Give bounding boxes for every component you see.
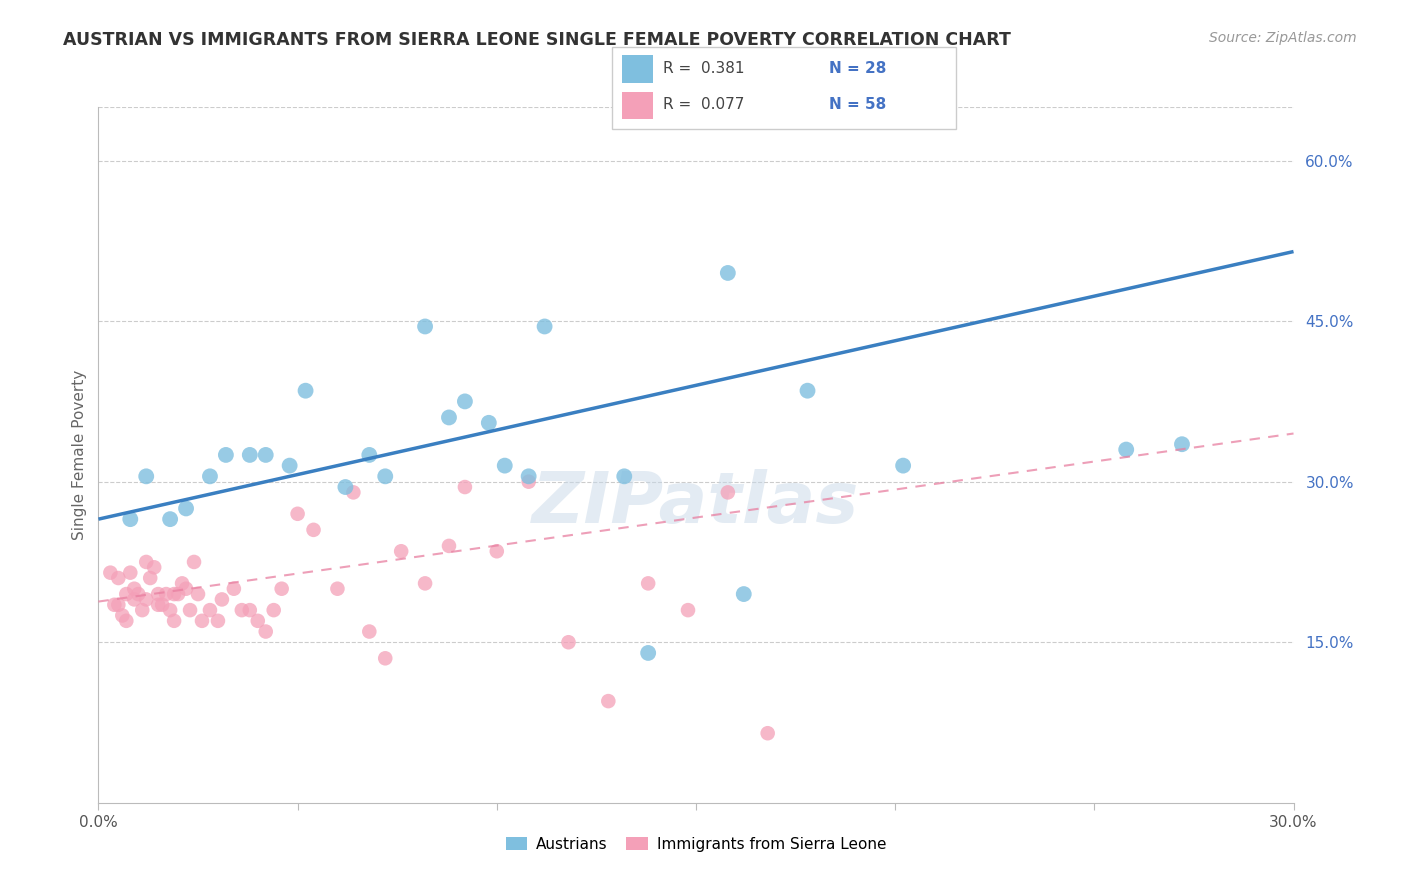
Point bbox=[111, 608, 134, 623]
Point bbox=[131, 603, 153, 617]
Point bbox=[174, 582, 197, 596]
Point bbox=[107, 571, 129, 585]
Point bbox=[613, 469, 636, 483]
Point bbox=[270, 582, 292, 596]
Point bbox=[135, 469, 157, 483]
Point bbox=[148, 587, 170, 601]
Point bbox=[207, 614, 229, 628]
Point bbox=[163, 614, 186, 628]
Point bbox=[413, 576, 436, 591]
Point bbox=[211, 592, 233, 607]
Point bbox=[676, 603, 699, 617]
Text: Source: ZipAtlas.com: Source: ZipAtlas.com bbox=[1209, 31, 1357, 45]
Point bbox=[485, 544, 508, 558]
Point bbox=[437, 410, 460, 425]
Point bbox=[637, 576, 659, 591]
Point bbox=[179, 603, 201, 617]
Point bbox=[389, 544, 412, 558]
Point bbox=[437, 539, 460, 553]
Y-axis label: Single Female Poverty: Single Female Poverty bbox=[72, 370, 87, 540]
Point bbox=[533, 319, 555, 334]
Point bbox=[120, 512, 142, 526]
Point bbox=[159, 512, 181, 526]
Point bbox=[239, 448, 262, 462]
Point bbox=[278, 458, 301, 473]
Point bbox=[733, 587, 755, 601]
Point bbox=[198, 469, 221, 483]
Point bbox=[167, 587, 190, 601]
Point bbox=[254, 448, 277, 462]
Bar bbox=[621, 92, 652, 120]
Point bbox=[359, 624, 381, 639]
Legend: Austrians, Immigrants from Sierra Leone: Austrians, Immigrants from Sierra Leone bbox=[499, 830, 893, 858]
Point bbox=[342, 485, 364, 500]
Point bbox=[263, 603, 285, 617]
Point bbox=[139, 571, 162, 585]
Point bbox=[413, 319, 436, 334]
Point bbox=[187, 587, 209, 601]
Point bbox=[163, 587, 186, 601]
Point bbox=[115, 587, 138, 601]
Point bbox=[148, 598, 170, 612]
Point bbox=[374, 469, 396, 483]
Point bbox=[115, 614, 138, 628]
Point bbox=[172, 576, 194, 591]
Point bbox=[107, 598, 129, 612]
Point bbox=[150, 598, 173, 612]
Point bbox=[557, 635, 579, 649]
Point bbox=[124, 592, 146, 607]
Point bbox=[143, 560, 166, 574]
Point bbox=[294, 384, 316, 398]
Point bbox=[98, 566, 122, 580]
Text: ZIPatlas: ZIPatlas bbox=[533, 469, 859, 538]
FancyBboxPatch shape bbox=[612, 47, 956, 129]
Point bbox=[1115, 442, 1137, 457]
Point bbox=[198, 603, 221, 617]
Bar bbox=[621, 55, 652, 83]
Text: N = 58: N = 58 bbox=[828, 97, 886, 112]
Point bbox=[239, 603, 262, 617]
Text: R =  0.381: R = 0.381 bbox=[664, 62, 745, 76]
Point bbox=[127, 587, 149, 601]
Text: R =  0.077: R = 0.077 bbox=[664, 97, 745, 112]
Point bbox=[246, 614, 269, 628]
Text: N = 28: N = 28 bbox=[828, 62, 886, 76]
Text: AUSTRIAN VS IMMIGRANTS FROM SIERRA LEONE SINGLE FEMALE POVERTY CORRELATION CHART: AUSTRIAN VS IMMIGRANTS FROM SIERRA LEONE… bbox=[63, 31, 1011, 49]
Point bbox=[103, 598, 125, 612]
Point bbox=[517, 475, 540, 489]
Point bbox=[124, 582, 146, 596]
Point bbox=[120, 566, 142, 580]
Point bbox=[374, 651, 396, 665]
Point bbox=[135, 592, 157, 607]
Point bbox=[598, 694, 620, 708]
Point bbox=[302, 523, 325, 537]
Point bbox=[335, 480, 357, 494]
Point bbox=[287, 507, 309, 521]
Point bbox=[222, 582, 245, 596]
Point bbox=[717, 485, 740, 500]
Point bbox=[155, 587, 177, 601]
Point bbox=[231, 603, 253, 617]
Point bbox=[796, 384, 818, 398]
Point bbox=[717, 266, 740, 280]
Point bbox=[215, 448, 238, 462]
Point bbox=[494, 458, 516, 473]
Point bbox=[454, 480, 477, 494]
Point bbox=[756, 726, 779, 740]
Point bbox=[135, 555, 157, 569]
Point bbox=[183, 555, 205, 569]
Point bbox=[1171, 437, 1194, 451]
Point bbox=[517, 469, 540, 483]
Point bbox=[159, 603, 181, 617]
Point bbox=[359, 448, 381, 462]
Point bbox=[454, 394, 477, 409]
Point bbox=[191, 614, 214, 628]
Point bbox=[174, 501, 197, 516]
Point bbox=[478, 416, 501, 430]
Point bbox=[254, 624, 277, 639]
Point bbox=[326, 582, 349, 596]
Point bbox=[891, 458, 914, 473]
Point bbox=[637, 646, 659, 660]
